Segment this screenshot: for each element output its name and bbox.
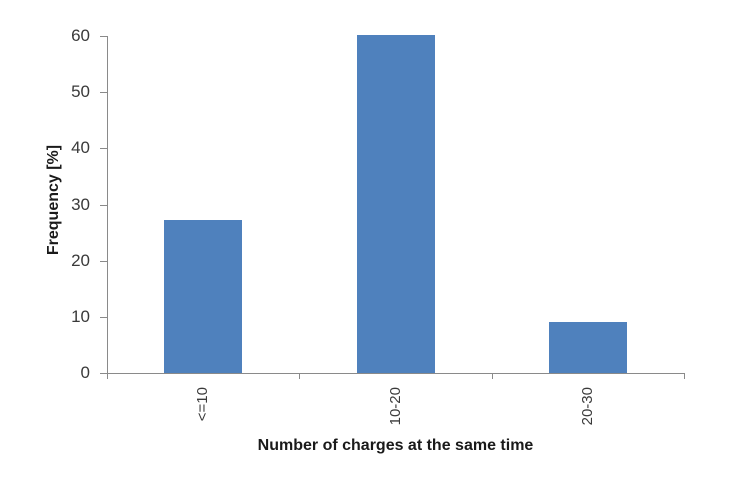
x-category-label: 20-30 <box>579 387 596 426</box>
y-tick-label: 50 <box>71 82 90 101</box>
x-tick-mark <box>684 374 685 379</box>
x-axis-title: Number of charges at the same time <box>257 437 534 454</box>
y-tick-label: 60 <box>71 26 90 45</box>
y-tick-label: 0 <box>80 363 90 382</box>
x-axis <box>107 373 685 374</box>
y-tick-mark <box>100 148 107 149</box>
y-tick-mark <box>100 36 107 37</box>
x-category-label: 10-20 <box>387 387 404 426</box>
bar <box>357 35 435 373</box>
y-tick-mark <box>100 373 107 374</box>
y-tick-mark <box>100 205 107 206</box>
y-tick-mark <box>100 261 107 262</box>
x-tick-mark <box>107 374 108 379</box>
bar <box>164 220 242 373</box>
x-category-label: <=10 <box>194 387 211 422</box>
y-tick-mark <box>100 317 107 318</box>
y-tick-mark <box>100 92 107 93</box>
bar <box>549 322 627 373</box>
x-tick-mark <box>299 374 300 379</box>
y-tick-label: 40 <box>71 138 90 157</box>
y-tick-label: 20 <box>71 251 90 270</box>
y-tick-label: 30 <box>71 195 90 214</box>
y-tick-label: 10 <box>71 307 90 326</box>
x-tick-mark <box>492 374 493 379</box>
y-axis <box>107 36 108 373</box>
